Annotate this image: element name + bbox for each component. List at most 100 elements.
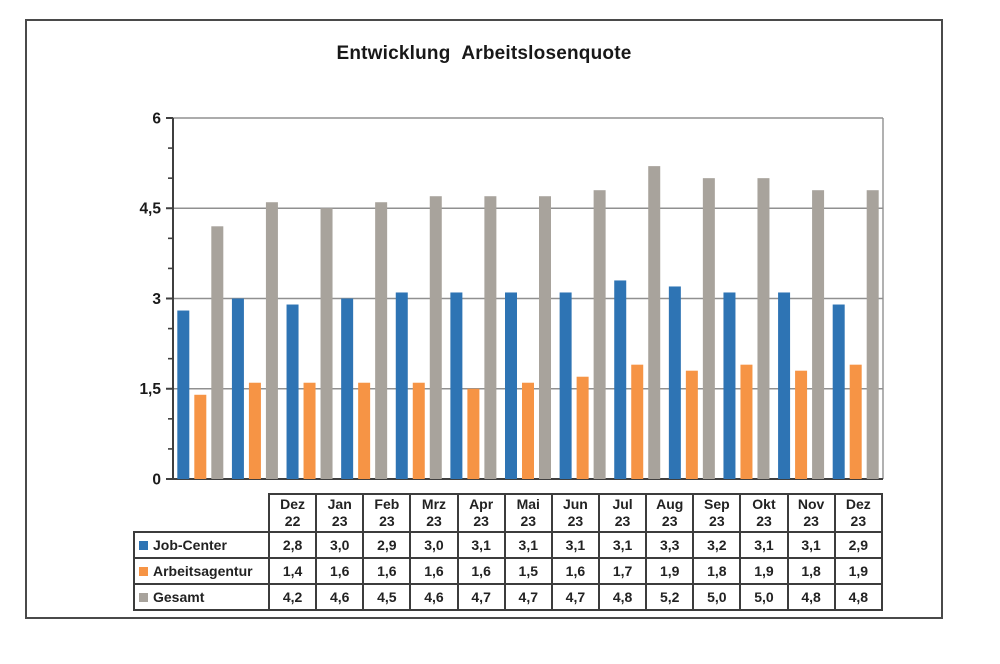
table-cell-gesamt-apr-23: 4,7	[456, 583, 506, 611]
table-cell-arbeitsagentur-dez-22: 1,4	[267, 557, 318, 585]
bar-arbeitsagentur-okt-23	[740, 364, 753, 479]
bar-job-center-mai-23	[450, 292, 463, 479]
series-label-job-center: Job-Center	[133, 531, 270, 559]
bar-job-center-jan-23	[231, 298, 244, 479]
bar-arbeitsagentur-mai-23	[467, 388, 480, 479]
series-name-text: Gesamt	[153, 589, 205, 605]
table-cell-gesamt-mrz-23: 4,6	[409, 583, 459, 611]
table-cell-job-center-nov-23: 3,1	[786, 531, 836, 559]
y-tick-label: 6	[152, 110, 161, 127]
table-cell-gesamt-dez-23: 4,8	[833, 583, 884, 611]
bar-arbeitsagentur-jul-23	[576, 376, 589, 479]
table-cell-job-center-dez-22: 2,8	[267, 531, 318, 559]
chart-title: Entwicklung Arbeitslosenquote	[336, 43, 632, 64]
series-label-gesamt: Gesamt	[133, 583, 270, 611]
table-cell-gesamt-mai-23: 4,7	[503, 583, 553, 611]
table-cell-job-center-apr-23: 3,1	[456, 531, 506, 559]
bar-gesamt-apr-23	[429, 196, 442, 479]
table-cell-arbeitsagentur-okt-23: 1,9	[739, 557, 789, 585]
table-cell-job-center-okt-23: 3,1	[739, 531, 789, 559]
bar-job-center-jun-23	[505, 292, 517, 479]
bar-arbeitsagentur-apr-23	[412, 382, 425, 479]
bar-gesamt-sep-23	[702, 178, 715, 480]
bar-arbeitsagentur-dez-22	[194, 394, 207, 479]
data-table: Dez 22 Jan 23 Feb 23 Mrz 23 Apr 23 Mai 23 Jun …	[133, 493, 884, 611]
bar-job-center-mrz-23	[341, 298, 354, 479]
series-label-arbeitsagentur: Arbeitsagentur	[133, 557, 270, 585]
table-cell-arbeitsagentur-jan-23: 1,6	[315, 557, 365, 585]
table-cell-gesamt-jul-23: 4,8	[597, 583, 648, 611]
table-header-month-apr-23: Apr 23	[456, 493, 506, 533]
table-body: Job-Center 2,8 3,0 2,9 3,0 3,1 3,1 3,1 3,1 3,3 3,2…	[133, 531, 884, 611]
bar-job-center-dez-23	[832, 304, 845, 479]
table-header-month-aug-23: Aug 23	[645, 493, 695, 533]
bar-gesamt-aug-23	[648, 166, 661, 479]
table-cell-arbeitsagentur-jul-23: 1,7	[597, 557, 648, 585]
table-head: Dez 22 Jan 23 Feb 23 Mrz 23 Apr 23 Mai 23 Jun …	[134, 493, 884, 533]
table-header-row: Dez 22 Jan 23 Feb 23 Mrz 23 Apr 23 Mai 23 Jun …	[134, 493, 884, 533]
bar-gesamt-feb-23	[320, 208, 333, 479]
bar-arbeitsagentur-mrz-23	[358, 382, 371, 479]
table-cell-arbeitsagentur-apr-23: 1,6	[456, 557, 506, 585]
bar-job-center-okt-23	[723, 292, 736, 479]
table-header-month-dez-22: Dez 22	[267, 493, 318, 533]
bar-gesamt-jan-23	[265, 202, 278, 480]
table-cell-gesamt-nov-23: 4,8	[786, 583, 836, 611]
table-cell-gesamt-feb-23: 4,5	[362, 583, 412, 611]
table-cell-gesamt-dez-22: 4,2	[267, 583, 318, 611]
table-cell-job-center-jan-23: 3,0	[315, 531, 365, 559]
bar-job-center-jul-23	[559, 292, 572, 479]
table-row-arbeitsagentur: Arbeitsagentur 1,4 1,6 1,6 1,6 1,6 1,5 1,6 1,7 1,…	[133, 557, 884, 585]
chart-frame: Entwicklung Arbeitslosenquote 0 1,5 3 4,5 6 …	[25, 19, 943, 619]
y-tick-label: 4,5	[139, 201, 161, 218]
legend-marker-gesamt-icon	[139, 593, 148, 602]
bar-arbeitsagentur-sep-23	[685, 370, 698, 479]
table-cell-job-center-mai-23: 3,1	[503, 531, 553, 559]
table-cell-gesamt-aug-23: 5,2	[645, 583, 695, 611]
table-cell-job-center-jun-23: 3,1	[550, 531, 600, 559]
bar-arbeitsagentur-aug-23	[631, 364, 644, 479]
table-row-gesamt: Gesamt 4,2 4,6 4,5 4,6 4,7 4,7 4,7 4,8 5,2 5,0 5,0 4…	[133, 583, 884, 611]
table-header-month-dez-23: Dez 23	[833, 493, 884, 533]
table-cell-gesamt-sep-23: 5,0	[692, 583, 742, 611]
bar-gesamt-okt-23	[757, 178, 770, 480]
table-cell-gesamt-okt-23: 5,0	[739, 583, 789, 611]
bar-arbeitsagentur-nov-23	[795, 370, 808, 479]
bar-job-center-nov-23	[778, 292, 791, 479]
table-cell-arbeitsagentur-mrz-23: 1,6	[409, 557, 459, 585]
bar-gesamt-mrz-23	[375, 202, 388, 480]
table-header-month-okt-23: Okt 23	[739, 493, 789, 533]
table-header-month-jul-23: Jul 23	[597, 493, 648, 533]
table-cell-arbeitsagentur-sep-23: 1,8	[692, 557, 742, 585]
y-tick-label: 0	[152, 471, 161, 488]
bar-gesamt-dez-22	[211, 226, 224, 479]
legend-marker-arbeitsagentur-icon	[139, 567, 148, 576]
bar-arbeitsagentur-dez-23	[849, 364, 862, 479]
bar-job-center-aug-23	[614, 280, 627, 479]
table-cell-job-center-dez-23: 2,9	[833, 531, 884, 559]
series-name-text: Job-Center	[153, 537, 227, 553]
bar-arbeitsagentur-jun-23	[522, 382, 534, 479]
bar-gesamt-nov-23	[812, 190, 825, 479]
bar-arbeitsagentur-jan-23	[248, 382, 261, 479]
table-cell-arbeitsagentur-feb-23: 1,6	[362, 557, 412, 585]
table-cell-arbeitsagentur-dez-23: 1,9	[833, 557, 884, 585]
table-cell-job-center-aug-23: 3,3	[645, 531, 695, 559]
bar-job-center-sep-23	[668, 286, 681, 479]
table-cell-arbeitsagentur-aug-23: 1,9	[645, 557, 695, 585]
table-cell-job-center-sep-23: 3,2	[692, 531, 742, 559]
bar-gesamt-jun-23	[539, 196, 551, 479]
table-cell-job-center-mrz-23: 3,0	[409, 531, 459, 559]
y-tick-label: 3	[152, 291, 161, 308]
table-header-month-sep-23: Sep 23	[692, 493, 742, 533]
bar-gesamt-jul-23	[593, 190, 606, 479]
table-cell-job-center-jul-23: 3,1	[597, 531, 648, 559]
bar-gesamt-mai-23	[484, 196, 497, 479]
y-tick-label: 1,5	[139, 381, 161, 398]
bar-job-center-apr-23	[395, 292, 408, 479]
legend-marker-job-center-icon	[139, 541, 148, 550]
table-cell-arbeitsagentur-mai-23: 1,5	[503, 557, 553, 585]
table-header-month-jun-23: Jun 23	[550, 493, 600, 533]
table-header-month-mrz-23: Mrz 23	[409, 493, 459, 533]
